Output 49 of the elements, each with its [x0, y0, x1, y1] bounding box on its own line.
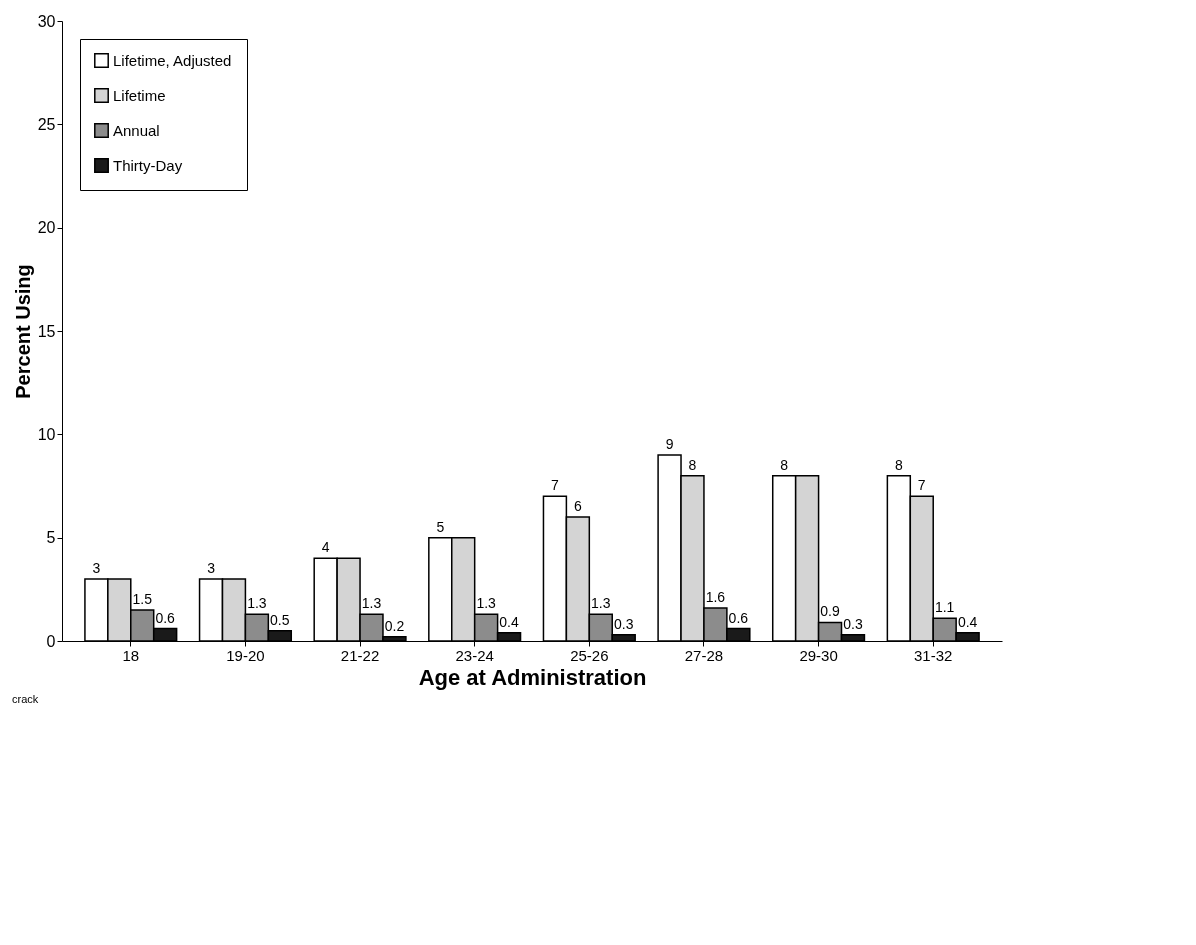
legend-label: Annual — [113, 121, 160, 139]
x-tick-label: 23-24 — [455, 646, 494, 664]
x-tick-label: 18 — [122, 646, 140, 664]
y-tick-label: 5 — [46, 529, 56, 547]
data-label: 1.3 — [476, 595, 497, 612]
y-axis-title: Percent Using — [11, 264, 34, 399]
data-label: 1.3 — [247, 595, 267, 612]
data-label: 4 — [321, 539, 330, 556]
x-tick-label: 31-32 — [914, 646, 953, 664]
data-label: 0.3 — [843, 615, 863, 632]
data-label: 0.6 — [728, 609, 749, 626]
data-label: 1.3 — [591, 595, 611, 612]
data-label: 1.5 — [132, 591, 153, 607]
data-label: 0.6 — [155, 609, 176, 626]
x-tick-label: 25-26 — [570, 646, 609, 664]
data-label: 3 — [92, 560, 101, 576]
y-tick-label: 20 — [37, 219, 56, 237]
y-tick-label: 30 — [37, 12, 56, 30]
data-label: 0.2 — [384, 617, 405, 634]
data-label: 1.3 — [361, 595, 382, 612]
data-label: 0.9 — [820, 603, 840, 620]
y-tick-label: 25 — [37, 115, 56, 133]
data-label: 6 — [573, 498, 582, 514]
data-label: 0.3 — [613, 615, 634, 632]
data-label: 1.1 — [934, 599, 955, 616]
data-label: 8 — [780, 456, 789, 473]
legend-label: Lifetime, Adjusted — [113, 51, 232, 69]
legend-label: Thirty-Day — [113, 156, 183, 174]
x-tick-label: 27-28 — [684, 646, 724, 664]
legend-label: Lifetime — [113, 86, 166, 104]
text: crack — [12, 693, 40, 705]
data-label: 5 — [436, 518, 445, 535]
data-label: 7 — [917, 477, 926, 494]
data-label: 9 — [665, 436, 674, 452]
y-tick-label: 15 — [37, 322, 56, 340]
data-label: 7 — [551, 477, 560, 494]
x-tick-label: 21-22 — [340, 646, 380, 664]
x-axis-title: Age at Administration — [418, 664, 647, 690]
y-tick-label: 10 — [37, 425, 56, 443]
data-label: 0.5 — [270, 611, 290, 628]
x-tick-label: 29-30 — [799, 646, 838, 664]
data-label: 8 — [688, 456, 697, 473]
y-tick-label: 0 — [46, 632, 56, 650]
data-label: 8 — [894, 456, 903, 473]
data-label: 3 — [207, 560, 216, 576]
x-tick-label: 19-20 — [226, 646, 265, 664]
data-label: 0.4 — [957, 613, 978, 630]
data-label: 0.4 — [499, 613, 520, 630]
data-label: 1.6 — [705, 588, 726, 605]
